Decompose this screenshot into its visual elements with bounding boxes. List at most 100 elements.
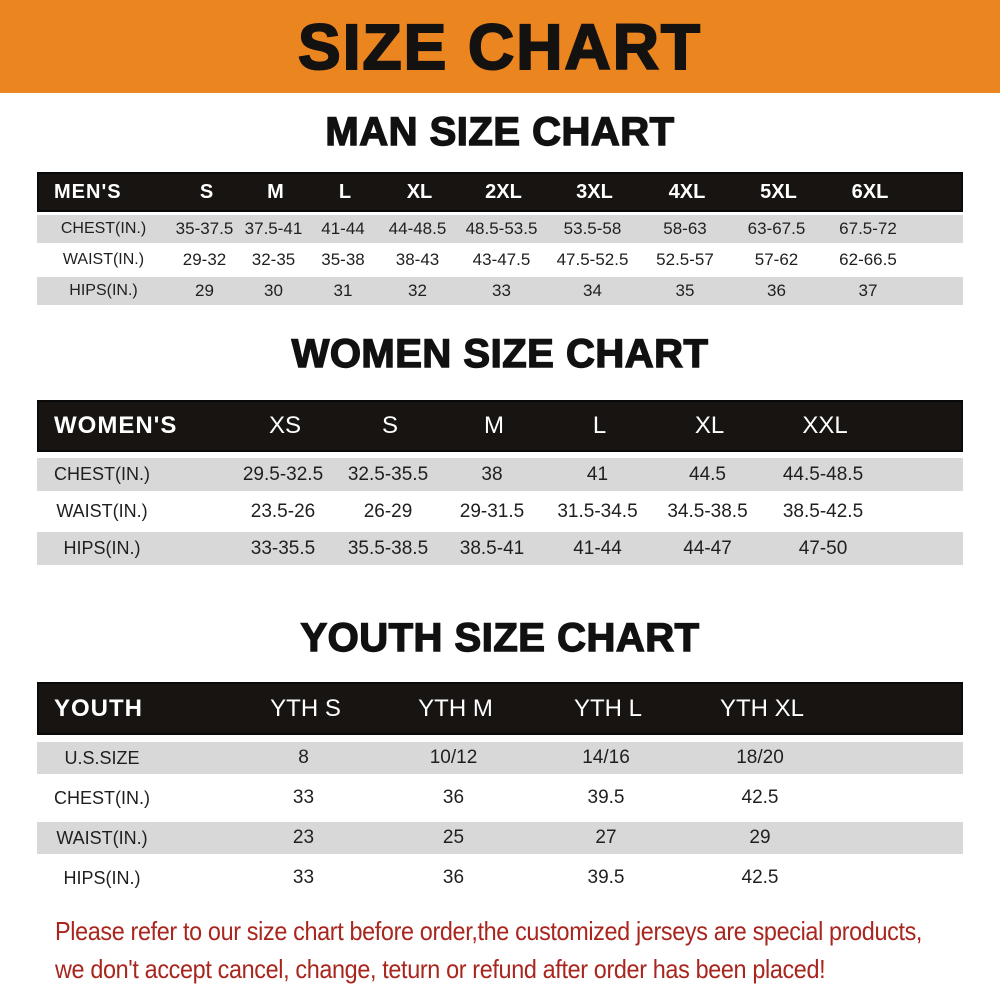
- column-header: M: [484, 412, 504, 439]
- table-row: CHEST(IN.) 33 36 39.5 42.5: [37, 782, 963, 814]
- table-row: WAIST(IN.) 23 25 27 29: [37, 822, 963, 854]
- cell: 8: [298, 747, 309, 768]
- banner-title: SIZE CHART: [297, 10, 702, 83]
- table-row: HIPS(IN.) 33-35.5 35.5-38.5 38.5-41 41-4…: [37, 532, 963, 565]
- cell: 34: [583, 281, 602, 300]
- cell: 37: [858, 281, 878, 300]
- column-header: XS: [268, 412, 301, 439]
- cell: 14/16: [582, 747, 630, 768]
- column-header: 5XL: [760, 180, 797, 203]
- man-section-title: MAN SIZE CHART: [325, 110, 675, 154]
- cell: 39.5: [587, 787, 625, 808]
- cell: 47.5-52.5: [556, 250, 629, 269]
- cell: 38-43: [395, 250, 440, 269]
- women-table-header-label: WOMEN'S: [54, 412, 178, 439]
- cell: 41: [586, 463, 609, 485]
- cell: 47-50: [798, 537, 848, 559]
- cell: 52.5-57: [656, 250, 714, 269]
- column-header: S: [381, 412, 398, 439]
- women-size-table: WOMEN'S XS S M L XL XXL CHEST(IN.) 29.5-…: [37, 400, 963, 565]
- youth-table-header-label: YOUTH: [54, 694, 143, 722]
- row-label: WAIST(IN.): [62, 251, 145, 268]
- cell: 35: [675, 281, 695, 300]
- cell: 36: [442, 867, 465, 888]
- cell: 44.5: [689, 463, 726, 485]
- cell: 10/12: [429, 747, 478, 768]
- column-header: YTH S: [270, 694, 341, 722]
- cell: 27: [595, 827, 617, 848]
- row-label: U.S.SIZE: [64, 747, 140, 768]
- order-policy-note: Please refer to our size chart before or…: [55, 912, 995, 988]
- table-row: CHEST(IN.) 29.5-32.5 32.5-35.5 38 41 44.…: [37, 458, 963, 491]
- table-row: U.S.SIZE 8 10/12 14/16 18/20: [37, 742, 963, 774]
- cell: 35-38: [321, 250, 365, 269]
- cell: 29: [195, 281, 214, 300]
- cell: 23: [292, 827, 315, 848]
- cell: 42.5: [741, 867, 779, 888]
- cell: 37.5-41: [244, 219, 303, 238]
- men-table-header-label: MEN'S: [54, 180, 122, 203]
- cell: 36: [442, 787, 465, 808]
- cell: 38.5-42.5: [782, 500, 864, 522]
- cell: 33: [292, 787, 315, 808]
- cell: 29-31.5: [459, 500, 525, 522]
- column-header: S: [199, 180, 214, 203]
- column-header: YTH L: [573, 694, 642, 722]
- table-row: WAIST(IN.) 29-32 32-35 35-38 38-43 43-47…: [37, 246, 963, 274]
- cell: 18/20: [736, 747, 784, 768]
- column-header: YTH M: [418, 694, 493, 722]
- column-header: XL: [694, 412, 725, 439]
- youth-table-header-row: YOUTH YTH S YTH M YTH L YTH XL: [37, 682, 963, 735]
- cell: 43-47.5: [472, 250, 531, 269]
- column-header: L: [592, 412, 607, 439]
- column-header: 2XL: [485, 180, 522, 203]
- cell: 38: [481, 463, 503, 485]
- column-header: M: [267, 180, 284, 203]
- men-size-table: MEN'S S M L XL 2XL 3XL 4XL 5XL 6XL CHEST…: [37, 172, 963, 305]
- row-label: CHEST(IN.): [54, 464, 150, 484]
- youth-size-table: YOUTH YTH S YTH M YTH L YTH XL U.S.SIZE …: [37, 682, 963, 894]
- youth-section-title: YOUTH SIZE CHART: [300, 616, 700, 660]
- row-label: CHEST(IN.): [60, 220, 147, 237]
- cell: 34.5-38.5: [667, 500, 748, 522]
- order-policy-line-1: Please refer to our size chart before or…: [55, 916, 923, 946]
- cell: 31.5-34.5: [557, 500, 638, 522]
- table-row: HIPS(IN.) 33 36 39.5 42.5: [37, 862, 963, 894]
- cell: 32-35: [251, 250, 296, 269]
- column-header: XXL: [802, 412, 848, 439]
- row-label: WAIST(IN.): [56, 501, 148, 521]
- cell: 35.5-38.5: [347, 537, 429, 559]
- row-label: WAIST(IN.): [56, 827, 148, 848]
- cell: 32: [408, 281, 427, 300]
- cell: 58-63: [663, 219, 707, 238]
- row-label: HIPS(IN.): [63, 867, 141, 888]
- row-label: HIPS(IN.): [69, 282, 138, 299]
- table-row: WAIST(IN.) 23.5-26 26-29 29-31.5 31.5-34…: [37, 495, 963, 528]
- cell: 42.5: [741, 787, 779, 808]
- cell: 29.5-32.5: [242, 463, 324, 485]
- cell: 29: [749, 827, 771, 848]
- cell: 63-67.5: [747, 219, 806, 238]
- table-row: CHEST(IN.) 35-37.5 37.5-41 41-44 44-48.5…: [37, 215, 963, 243]
- column-header: YTH XL: [719, 694, 805, 722]
- cell: 31: [333, 281, 353, 300]
- cell: 41-44: [321, 219, 365, 238]
- cell: 36: [767, 281, 786, 300]
- cell: 53.5-58: [563, 219, 622, 238]
- cell: 48.5-53.5: [465, 219, 538, 238]
- cell: 41-44: [573, 537, 622, 559]
- cell: 35-37.5: [175, 219, 234, 238]
- women-section-title: WOMEN SIZE CHART: [291, 332, 709, 376]
- column-header: L: [338, 180, 352, 203]
- cell: 39.5: [587, 867, 625, 888]
- row-label: CHEST(IN.): [54, 787, 150, 808]
- cell: 44-47: [683, 537, 732, 559]
- cell: 57-62: [754, 250, 799, 269]
- cell: 33-35.5: [250, 537, 316, 559]
- women-table-header-row: WOMEN'S XS S M L XL XXL: [37, 400, 963, 452]
- cell: 38.5-41: [459, 537, 525, 559]
- cell: 29-32: [182, 250, 227, 269]
- cell: 32.5-35.5: [347, 463, 429, 485]
- column-header: 3XL: [576, 180, 613, 203]
